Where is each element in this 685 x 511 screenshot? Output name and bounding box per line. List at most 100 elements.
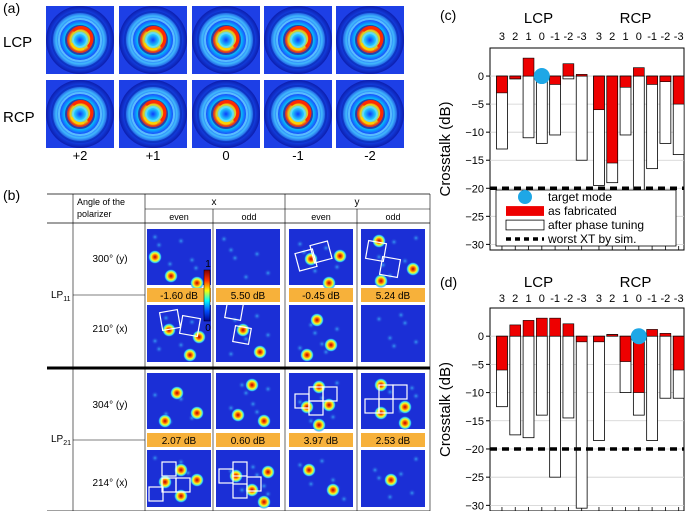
bar-as-fabricated: [549, 75, 561, 85]
bar-as-fabricated: [522, 320, 535, 337]
lp21-x-even-value: 2.07 dB: [162, 436, 197, 447]
col-label-plus1: +1: [146, 148, 161, 163]
category-label: 3: [499, 293, 505, 305]
angle-304-y: 304° (y): [92, 400, 127, 411]
y-tick-label: −10: [465, 388, 484, 400]
y-tick-label: −10: [465, 127, 484, 139]
bar-as-fabricated: [633, 335, 645, 393]
bar-as-fabricated: [575, 74, 588, 77]
lp21-value-tags: 2.07 dB 0.60 dB 3.97 dB 2.53 dB: [147, 433, 425, 447]
legend-label: after phase tuning: [548, 218, 644, 232]
mode-pattern-2-2: [289, 373, 353, 432]
category-label: 2: [609, 31, 615, 43]
y-tick-label: −15: [465, 416, 484, 428]
category-label: -3: [674, 31, 684, 43]
angle-300-y: 300° (y): [92, 254, 127, 265]
colorbar: [203, 269, 211, 322]
bar-as-fabricated: [562, 63, 575, 77]
header-angle-line2: polarizer: [77, 209, 112, 219]
panel-b-label: (b): [3, 187, 20, 203]
subheader-x-odd: odd: [241, 212, 256, 222]
category-label: 3: [596, 31, 602, 43]
bar-as-fabricated: [606, 334, 618, 337]
legend-swatch-fabricated: [506, 206, 544, 216]
pattern-rcp-3: [264, 80, 332, 148]
col-label-minus1: -1: [292, 148, 304, 163]
y-axis-label: Crosstalk (dB): [437, 101, 454, 196]
group-label-lcp: LCP: [524, 10, 553, 27]
mode-pattern-3-1: [216, 450, 280, 509]
category-label: 1: [525, 31, 531, 43]
category-label: 3: [596, 293, 602, 305]
mode-pattern-3-3: [361, 450, 425, 507]
y-tick-label: −20: [465, 444, 484, 456]
lp11-x-even-value: -1.60 dB: [160, 291, 198, 302]
mode-pattern-0-2: [289, 229, 353, 290]
angle-210-x: 210° (x): [92, 324, 127, 335]
bar-as-fabricated: [646, 329, 658, 337]
bar-after-phase-tuning: [549, 75, 561, 136]
category-label: 2: [609, 293, 615, 305]
category-label: -2: [661, 293, 671, 305]
category-label: 1: [525, 293, 531, 305]
bar-as-fabricated: [659, 333, 672, 337]
mode-pattern-2-0: [147, 373, 211, 429]
pattern-rcp-1: [119, 80, 187, 148]
category-label: 0: [539, 31, 545, 43]
subheader-y-odd: odd: [385, 212, 400, 222]
bar-after-phase-tuning: [632, 75, 645, 198]
category-label: 0: [539, 293, 545, 305]
legend-swatch-tuned: [505, 219, 545, 231]
category-label: -1: [647, 293, 657, 305]
category-label: 1: [622, 31, 628, 43]
bar-after-phase-tuning: [575, 75, 588, 161]
y-tick-label: −25: [465, 211, 484, 223]
lp11-y-odd-value: 5.24 dB: [376, 291, 411, 302]
angle-214-x: 214° (x): [92, 478, 127, 489]
bar-as-fabricated: [575, 335, 588, 343]
bar-as-fabricated: [522, 57, 535, 77]
bar-after-phase-tuning: [562, 335, 575, 419]
group-label-rcp: RCP: [620, 274, 652, 291]
y-tick-label: −30: [465, 239, 484, 251]
category-label: -1: [550, 293, 560, 305]
interference-pattern-grid: [46, 6, 404, 148]
category-label: 2: [512, 31, 518, 43]
bar-as-fabricated: [593, 335, 605, 343]
category-label: -2: [564, 293, 574, 305]
mode-pattern-0-0: [147, 229, 211, 290]
bar-as-fabricated: [606, 75, 618, 164]
header-angle-line1: Angle of the: [77, 197, 125, 207]
category-label: -2: [661, 31, 671, 43]
category-label: 0: [636, 31, 642, 43]
panel-label: (d): [440, 274, 457, 290]
lp11-value-tags: -1.60 dB 5.50 dB -0.45 dB 5.24 dB: [147, 288, 425, 302]
category-label: 1: [622, 293, 628, 305]
panel-label: (c): [440, 7, 456, 23]
bar-after-phase-tuning: [575, 335, 588, 509]
mode-pattern-0-1: [216, 229, 280, 285]
y-tick-label: −30: [465, 500, 484, 511]
col-label-0: 0: [222, 148, 229, 163]
bar-after-phase-tuning: [646, 335, 658, 441]
row-label-lcp: LCP: [3, 34, 32, 51]
bar-after-phase-tuning: [562, 75, 575, 80]
mode-pattern-grid: [147, 229, 425, 509]
pattern-lcp-2: [192, 6, 260, 74]
bar-after-phase-tuning: [522, 335, 535, 439]
category-label: 3: [499, 31, 505, 43]
y-tick-label: −5: [471, 99, 484, 111]
category-label: 0: [636, 293, 642, 305]
y-tick-label: −5: [471, 359, 484, 371]
category-label: -3: [577, 293, 587, 305]
category-label: -3: [577, 31, 587, 43]
bar-as-fabricated: [509, 75, 521, 80]
mode-pattern-1-3: [361, 305, 425, 362]
lp11-x-odd-value: 5.50 dB: [231, 291, 266, 302]
bar-after-phase-tuning: [646, 75, 658, 170]
mode-pattern-2-1: [216, 373, 280, 429]
colorbar-max: 1: [205, 259, 211, 270]
col-label-plus2: +2: [73, 148, 88, 163]
y-tick-label: 0: [478, 331, 484, 343]
